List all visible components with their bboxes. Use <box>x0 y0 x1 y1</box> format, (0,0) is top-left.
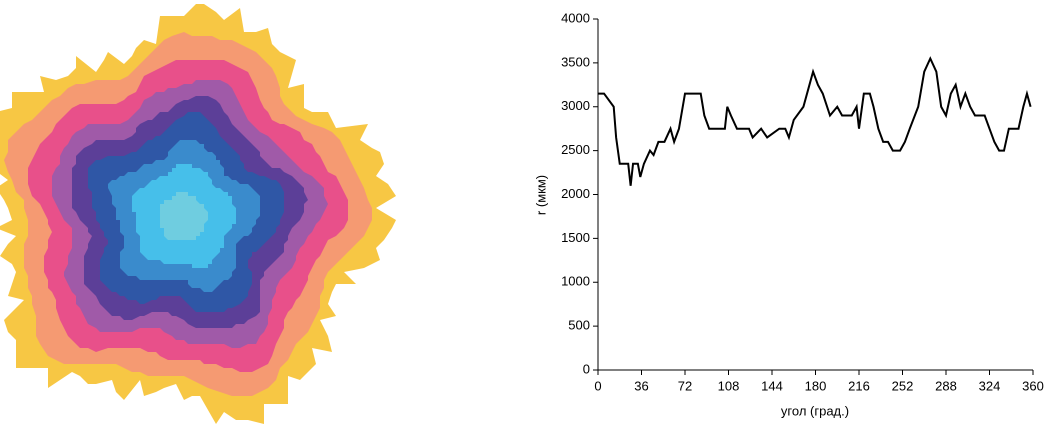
y-axis-label: r (мкм) <box>533 175 548 215</box>
y-tick-label: 2000 <box>561 186 590 201</box>
page: угол (град.) r (мкм) 0 500 1000 1500 2000 250… <box>0 0 1047 425</box>
data-line <box>598 58 1031 185</box>
x-tick-label: 360 <box>1022 378 1044 393</box>
x-tick-label: 72 <box>678 378 692 393</box>
x-tick-label: 252 <box>892 378 914 393</box>
x-tick-label: 288 <box>935 378 957 393</box>
y-tick-label: 0 <box>583 361 590 376</box>
x-axis-label: угол (град.) <box>781 403 849 418</box>
y-tick-label: 2500 <box>561 142 590 157</box>
y-tick-label: 500 <box>568 318 590 333</box>
x-tick-label: 144 <box>761 378 783 393</box>
y-tick-label: 1000 <box>561 274 590 289</box>
x-tick-label: 0 <box>594 378 601 393</box>
y-tick-label: 4000 <box>561 10 590 25</box>
x-tick-label: 216 <box>848 378 870 393</box>
x-tick-label: 324 <box>979 378 1001 393</box>
y-tick-label: 1500 <box>561 230 590 245</box>
x-tick-label: 180 <box>805 378 827 393</box>
x-tick-label: 36 <box>634 378 648 393</box>
x-tick-label: 108 <box>718 378 740 393</box>
y-tick-label: 3000 <box>561 98 590 113</box>
y-tick-label: 3500 <box>561 54 590 69</box>
radial-heatmap <box>0 4 396 424</box>
